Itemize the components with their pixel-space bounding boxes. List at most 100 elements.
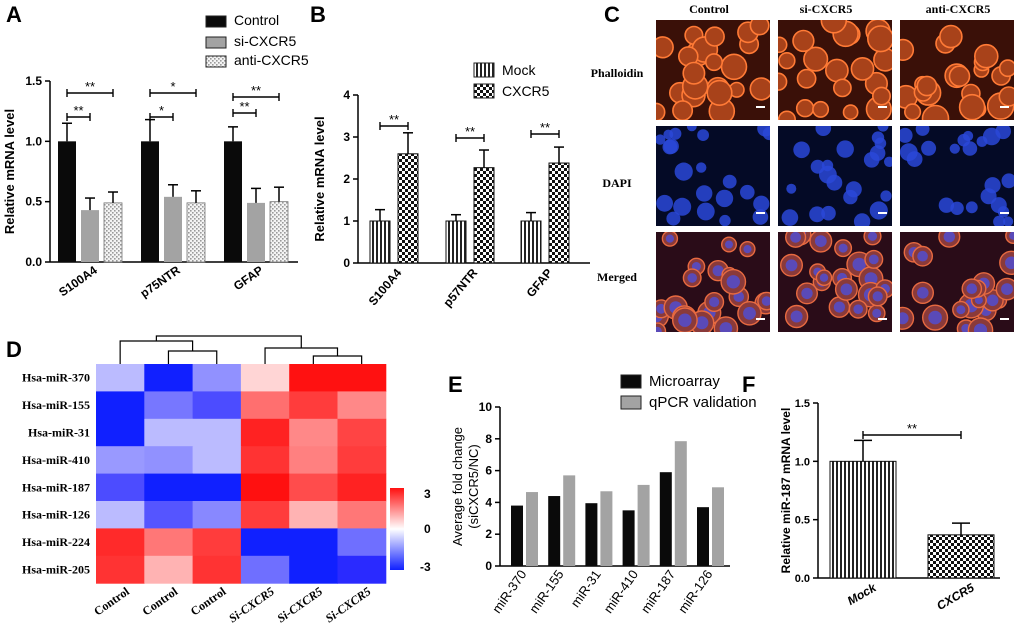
chart-e-bar [563,475,576,566]
heatmap-cell [337,555,387,584]
heatmap-column-label: Control [91,584,132,619]
heatmap-cell [240,473,290,502]
micrograph-merged-1 [656,232,770,332]
chart-f-y-tick-label: 0.0 [795,573,810,585]
chart-e-bar [712,487,724,566]
heatmap-cell [192,528,242,557]
heatmap-cell [240,418,290,447]
chart-e-bar [526,492,538,566]
chart-e-bar [674,441,687,566]
heatmap-cell [337,501,387,529]
panel-letter-f: F [742,372,755,397]
micrograph-phalloidin-3 [900,20,1014,120]
micrograph-merged-3 [900,232,1014,332]
heatmap-cell [96,473,145,502]
chart-a-bar [247,202,265,262]
chart-f-x-tick-label: Mock [845,580,880,608]
heatmap-cell [337,418,387,447]
panel-letter-e: E [448,372,463,397]
heatmap-cell [337,391,387,420]
chart-a-y-tick-label: 0.0 [25,255,42,269]
heatmap-cell [240,391,290,420]
chart-a-significance-label: * [170,79,175,94]
dendrogram-branch [119,340,194,364]
micrograph-phalloidin-1 [656,20,770,120]
chart-e-bar [659,472,672,566]
chart-b-x-tick-label: GFAP [524,266,556,300]
chart-b-y-tick-label: 2 [343,172,350,186]
heatmap-cell [289,446,338,475]
heatmap-row-label: Hsa-miR-205 [22,563,90,577]
chart-b-y-tick-label: 4 [343,88,350,102]
heatmap-cell [337,446,387,475]
chart-e-x-tick-label: miR-370 [489,567,529,616]
chart-b-bar [397,153,419,264]
chart-a-bar [186,202,206,263]
chart-a-bar [141,141,159,262]
chart-a-significance-label: ** [251,83,261,98]
heatmap-column-label: Control [188,584,229,619]
micrograph-merged-2 [778,232,892,332]
micrograph-row-label: DAPI [602,176,632,190]
micrograph-dapi-2 [778,126,892,226]
chart-a-y-tick-label: 0.5 [25,195,42,209]
heatmap-scale-label: 3 [424,487,431,501]
chart-f-significance-label: ** [907,421,917,436]
chart-b-legend-swatch [473,62,495,78]
chart-a-legend-label: anti-CXCR5 [234,52,309,68]
heatmap-row-label: Hsa-miR-370 [22,371,90,385]
chart-e-y-tick-label: 8 [485,432,492,446]
chart-a-significance-label: ** [73,103,83,118]
chart-e-x-tick-label: miR-155 [526,567,566,616]
micrograph-grid [652,18,1018,338]
heatmap-cell [96,364,145,392]
chart-b-significance-label: ** [540,120,550,135]
chart-a-x-tick-label: p75NTR [138,263,183,301]
heatmap-cell [240,555,290,584]
heatmap-cell [337,528,387,557]
chart-a-bar [81,210,99,262]
chart-e-y-tick-label: 6 [485,464,492,478]
chart-e-bar [622,510,635,566]
heatmap-cell [192,555,242,584]
heatmap-cell [96,418,145,447]
chart-f-bar [829,460,897,579]
chart-b-bar-chart: 0 1 2 3 4 Relative mRNA level S100A4 p57NTR GFAP… [312,62,590,310]
chart-a-bar-chart: 0.0 0.5 1.0 1.5 Relative mRNA level S100A4 p75… [2,12,309,300]
chart-e-bar-chart: 0 2 4 6 8 10 Average fold change (siCXCR5/NC) mi… [450,373,757,616]
chart-f-bar [927,534,995,579]
heatmap-cell [337,473,387,502]
heatmap-row-label: Hsa-miR-126 [22,508,90,522]
heatmap-cell [144,391,194,420]
heatmap-cell [289,473,338,502]
heatmap-cell [192,418,242,447]
heatmap-scale-label: 0 [424,522,431,536]
heatmap-cell [240,364,290,392]
chart-a-bar [58,141,76,262]
panel-letter-b: B [310,2,326,27]
chart-a-legend-swatch [205,55,227,68]
heatmap-cell [192,446,242,475]
heatmap-cell [144,473,194,502]
chart-e-bar [637,484,650,566]
heatmap-row-label: Hsa-miR-224 [22,535,90,549]
dendrogram-branch [167,350,218,364]
chart-e-bar [548,496,561,566]
micrograph-dapi-3 [900,126,1014,226]
heatmap-cell [144,446,194,475]
heatmap-cell [289,528,338,557]
heatmap-cell [240,528,290,557]
chart-b-y-tick-label: 0 [343,256,350,270]
chart-e-y-axis-label: Average fold change [450,427,465,546]
chart-e-legend-label: qPCR validation [649,394,757,411]
micrograph-column-label: Control [689,2,729,16]
chart-b-x-tick-label: p57NTR [440,266,480,310]
heatmap-cell [192,473,242,502]
chart-a-y-tick-label: 1.5 [25,74,42,88]
heatmap-row-label: Hsa-miR-187 [22,480,90,494]
chart-e-y-tick-label: 4 [485,495,492,509]
chart-a-significance-label: ** [85,79,95,94]
chart-a-significance-label: * [159,103,164,118]
